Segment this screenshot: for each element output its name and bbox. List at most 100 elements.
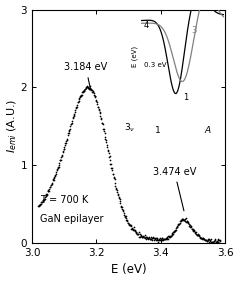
Point <box>118 199 121 203</box>
Point <box>136 232 140 237</box>
Point <box>54 174 57 178</box>
Point <box>65 137 69 141</box>
Point <box>81 89 85 93</box>
Point <box>206 238 210 242</box>
Point <box>175 225 179 229</box>
Text: 3.184 eV: 3.184 eV <box>64 62 108 90</box>
Point <box>151 237 154 242</box>
Point <box>88 86 92 90</box>
Point <box>179 219 183 223</box>
Point <box>171 231 174 236</box>
Y-axis label: $I_{emi}$ (A.U.): $I_{emi}$ (A.U.) <box>5 99 19 153</box>
Point <box>50 181 54 186</box>
Point <box>73 113 76 117</box>
Point <box>141 235 145 240</box>
Point <box>112 175 116 179</box>
Point <box>154 236 158 241</box>
Point <box>78 96 81 101</box>
Point <box>191 229 195 233</box>
Point <box>40 200 44 204</box>
Point <box>75 104 79 109</box>
Point <box>89 87 93 92</box>
Text: $3_{\nu}$: $3_{\nu}$ <box>124 121 135 134</box>
Point <box>201 235 205 240</box>
Point <box>112 176 116 180</box>
Point <box>67 128 71 133</box>
Point <box>98 111 101 115</box>
Point <box>58 157 62 162</box>
Point <box>55 167 59 171</box>
Point <box>87 87 91 92</box>
Point <box>154 237 158 242</box>
Point <box>63 143 67 147</box>
Point <box>183 217 187 221</box>
Point <box>95 100 99 104</box>
Point <box>176 222 180 227</box>
Point <box>82 89 86 93</box>
Point <box>161 236 164 240</box>
Point <box>85 84 89 88</box>
Point <box>63 141 67 145</box>
Point <box>108 158 112 162</box>
Point <box>213 238 217 243</box>
Point <box>118 197 122 202</box>
Point <box>106 149 110 153</box>
Point <box>144 237 148 242</box>
Point <box>96 104 100 109</box>
Point <box>181 217 185 222</box>
Point <box>130 227 134 232</box>
Point <box>193 230 197 235</box>
Point <box>122 212 126 217</box>
Point <box>201 237 205 242</box>
Point <box>113 181 117 186</box>
Point <box>121 209 125 213</box>
Point <box>173 228 177 232</box>
Point <box>190 226 194 231</box>
Point <box>136 232 140 237</box>
Point <box>195 233 199 237</box>
Point <box>39 202 43 206</box>
Point <box>46 188 49 193</box>
Point <box>201 236 204 241</box>
Point <box>109 165 113 170</box>
Point <box>131 227 135 231</box>
Point <box>126 221 130 225</box>
Point <box>68 124 72 129</box>
Point <box>140 235 144 239</box>
Point <box>192 229 196 233</box>
Point <box>139 232 143 237</box>
Point <box>194 230 198 235</box>
Point <box>78 94 82 99</box>
Point <box>73 109 77 114</box>
Point <box>199 235 203 240</box>
Point <box>54 169 58 174</box>
Point <box>67 131 71 135</box>
Point <box>98 114 102 118</box>
Point <box>42 196 46 201</box>
Point <box>66 131 70 136</box>
Point <box>70 118 74 123</box>
Point <box>73 107 77 112</box>
Point <box>55 168 59 172</box>
Point <box>152 235 156 240</box>
Point <box>103 135 107 139</box>
Point <box>58 161 61 166</box>
Point <box>168 234 172 239</box>
Point <box>128 223 132 228</box>
Point <box>131 227 135 232</box>
Point <box>210 239 214 244</box>
Point <box>166 233 170 238</box>
Point <box>86 85 90 90</box>
Point <box>48 185 52 190</box>
Point <box>185 219 189 224</box>
Point <box>91 89 95 93</box>
Point <box>82 89 86 93</box>
Point <box>185 218 189 223</box>
Point <box>97 107 101 112</box>
Point <box>88 87 92 91</box>
Point <box>88 84 92 88</box>
Point <box>122 211 126 215</box>
Point <box>213 237 217 242</box>
Point <box>134 231 138 235</box>
Point <box>165 235 168 240</box>
